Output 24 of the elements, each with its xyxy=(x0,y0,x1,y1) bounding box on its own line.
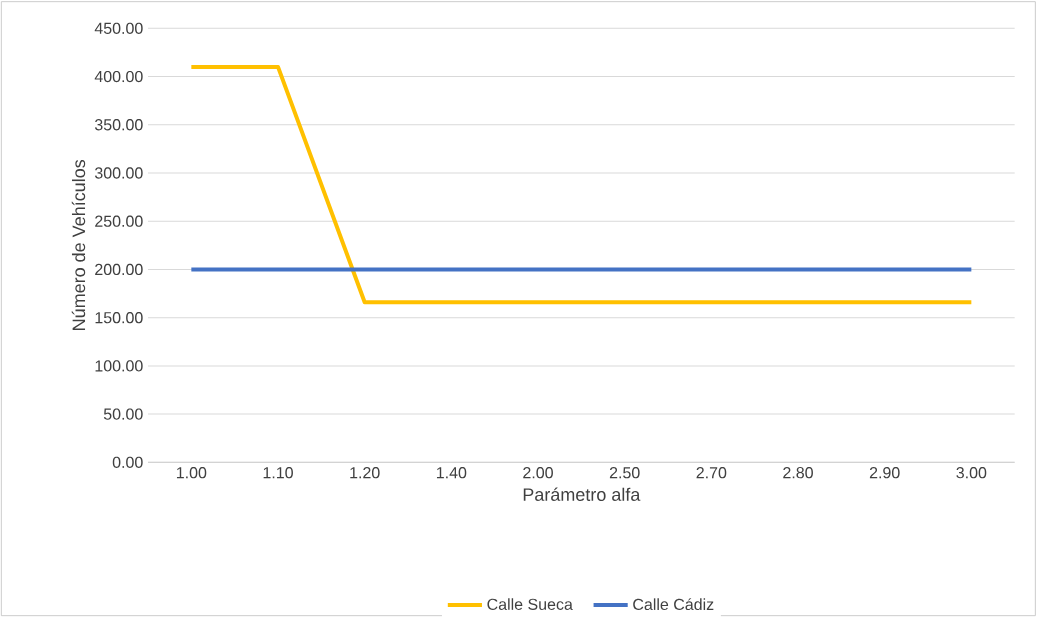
x-tick-label: 2.50 xyxy=(609,467,640,479)
x-tick-label: 2.80 xyxy=(783,467,813,479)
x-tick-label: 2.70 xyxy=(696,467,727,479)
y-tick-label: 100.00 xyxy=(95,360,143,372)
y-tick-label: 250.00 xyxy=(95,215,143,227)
x-axis-title: Parámetro alfa xyxy=(523,487,641,501)
legend-label: Calle Sueca xyxy=(487,598,573,610)
y-axis-title: Número de Vehículos xyxy=(71,159,86,330)
x-tick-label: 1.10 xyxy=(263,467,293,479)
y-tick-label: 450.00 xyxy=(94,22,143,34)
x-tick-label: 1.20 xyxy=(350,467,380,479)
x-tick-label: 1.40 xyxy=(436,467,467,479)
x-tick-label: 2.90 xyxy=(869,467,900,479)
y-tick-label: 200.00 xyxy=(95,263,143,276)
y-tick-label: 300.00 xyxy=(94,167,143,179)
y-tick-label: 0.00 xyxy=(112,456,143,468)
x-tick-label: 1.00 xyxy=(176,467,207,479)
y-tick-label: 50.00 xyxy=(103,408,143,420)
legend-label: Calle Cádiz xyxy=(633,598,714,611)
x-tick-label: 3.00 xyxy=(956,467,987,479)
y-tick-label: 350.00 xyxy=(94,119,143,131)
x-tick-label: 2.00 xyxy=(523,467,553,479)
y-tick-label: 150.00 xyxy=(95,312,143,324)
y-tick-label: 400.00 xyxy=(94,70,143,83)
